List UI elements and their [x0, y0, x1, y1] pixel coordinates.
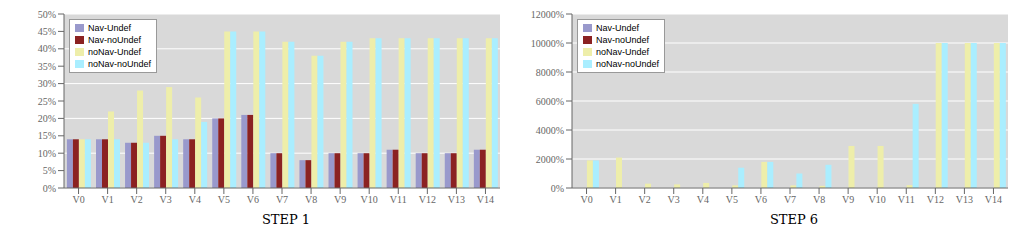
- svg-text:4000%: 4000%: [536, 125, 564, 136]
- svg-text:V4: V4: [189, 194, 201, 205]
- svg-text:V8: V8: [305, 194, 317, 205]
- svg-text:V0: V0: [72, 194, 84, 205]
- svg-text:V1: V1: [101, 194, 113, 205]
- html-text:noNav-Undef: noNav-Undef: [596, 47, 649, 57]
- svg-text:2000%: 2000%: [536, 154, 564, 165]
- svg-text:10000%: 10000%: [531, 38, 564, 49]
- svg-text:V10: V10: [361, 194, 378, 205]
- svg-text:35%: 35%: [38, 61, 56, 72]
- svg-text:V9: V9: [842, 194, 854, 205]
- svg-text:15%: 15%: [38, 130, 56, 141]
- html-text:Nav-Undef: Nav-Undef: [88, 23, 131, 33]
- svg-text:45%: 45%: [38, 26, 56, 37]
- svg-text:0%: 0%: [551, 183, 564, 194]
- svg-text:25%: 25%: [38, 96, 56, 107]
- html-text:Nav-Undef: Nav-Undef: [596, 23, 639, 33]
- svg-text:50%: 50%: [38, 9, 56, 20]
- svg-text:V12: V12: [927, 194, 944, 205]
- svg-text:30%: 30%: [38, 78, 56, 89]
- svg-text:5%: 5%: [43, 165, 56, 176]
- svg-text:V11: V11: [390, 194, 407, 205]
- html-text:STEP 1: STEP 1: [261, 212, 311, 227]
- svg-text:V7: V7: [276, 194, 288, 205]
- svg-text:12000%: 12000%: [531, 9, 564, 20]
- svg-text:V6: V6: [247, 194, 259, 205]
- svg-text:6000%: 6000%: [536, 96, 564, 107]
- html-text:noNav-noUndef: noNav-noUndef: [596, 59, 659, 69]
- svg-text:0%: 0%: [43, 183, 56, 194]
- svg-text:V12: V12: [419, 194, 436, 205]
- svg-text:20%: 20%: [38, 113, 56, 124]
- svg-text:V7: V7: [784, 194, 796, 205]
- svg-text:V1: V1: [609, 194, 621, 205]
- svg-text:V11: V11: [898, 194, 915, 205]
- svg-text:V13: V13: [956, 194, 973, 205]
- html-text:noNav-noUndef: noNav-noUndef: [88, 59, 151, 69]
- svg-text:V2: V2: [131, 194, 143, 205]
- html-text:Nav-noUndef: Nav-noUndef: [88, 35, 141, 45]
- svg-text:V3: V3: [668, 194, 680, 205]
- svg-text:V9: V9: [334, 194, 346, 205]
- html-text:STEP 6: STEP 6: [769, 212, 819, 227]
- svg-text:V3: V3: [160, 194, 172, 205]
- svg-text:V8: V8: [813, 194, 825, 205]
- html-text:noNav-Undef: noNav-Undef: [88, 47, 141, 57]
- svg-text:V10: V10: [869, 194, 886, 205]
- svg-text:V14: V14: [477, 194, 494, 205]
- svg-text:V14: V14: [985, 194, 1002, 205]
- svg-text:V2: V2: [639, 194, 651, 205]
- svg-text:V4: V4: [697, 194, 709, 205]
- svg-text:V13: V13: [448, 194, 465, 205]
- svg-text:40%: 40%: [38, 43, 56, 54]
- svg-text:V0: V0: [580, 194, 592, 205]
- svg-text:V6: V6: [755, 194, 767, 205]
- svg-text:V5: V5: [726, 194, 738, 205]
- svg-text:10%: 10%: [38, 148, 56, 159]
- html-text:Nav-noUndef: Nav-noUndef: [596, 35, 649, 45]
- svg-text:V5: V5: [218, 194, 230, 205]
- svg-text:8000%: 8000%: [536, 67, 564, 78]
